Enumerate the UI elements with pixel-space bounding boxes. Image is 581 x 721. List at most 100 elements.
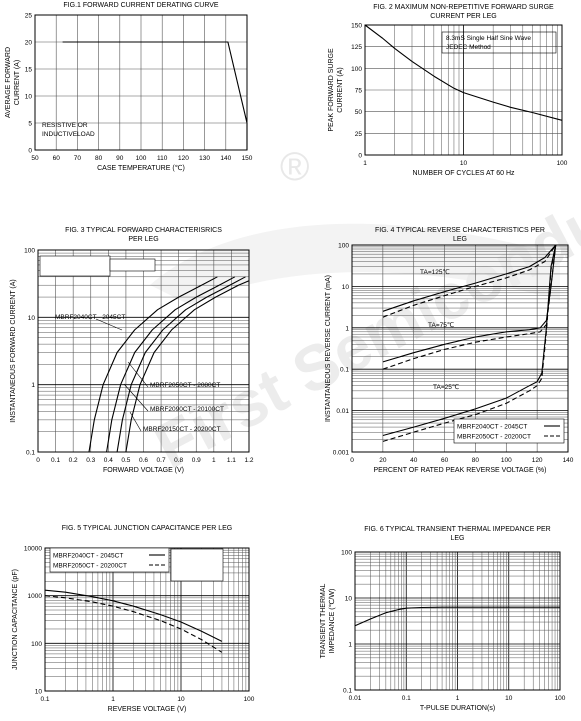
x-tick-label: 60 <box>441 457 449 464</box>
x-tick-label: 1 <box>212 457 216 464</box>
annotation-text: 8.3mS Single Half Sine Wave <box>446 35 531 42</box>
series-line <box>116 276 246 453</box>
x-tick-label: 140 <box>563 457 574 464</box>
y-tick-label: 100 <box>31 641 42 648</box>
x-tick-label: 0.8 <box>174 457 183 464</box>
x-tick-label: 0.01 <box>349 695 362 702</box>
annotation-pointer <box>127 361 149 388</box>
y-axis-label: JUNCTION CAPACITANCE (pF) <box>12 569 19 670</box>
chart-figure-1: 50 60 70 80 90 100 110 120 130 140 150 0 5 10 15 20 25 FI… <box>5 2 253 172</box>
y-tick-label: 50 <box>355 109 363 116</box>
chart-grid <box>355 552 560 690</box>
chart-grid <box>35 15 247 150</box>
y-tick-label: 25 <box>355 131 363 138</box>
annotation-text: RESISTIVE OR <box>42 122 88 129</box>
y-tick-label: 5 <box>28 121 32 128</box>
x-tick-label: 0.7 <box>157 457 166 464</box>
x-tick-label: 40 <box>410 457 418 464</box>
y-tick-label: 125 <box>351 44 362 51</box>
chart-annotations: TA=25℃f=1.0MHzVsig=50mVp-p <box>170 548 224 582</box>
plot-frame <box>364 24 563 156</box>
y-axis-label: CURRENT (A) <box>337 67 344 112</box>
chart-annotations: Pulse Width=300uS1% Duty CycleTA=25℃MBRF… <box>39 255 224 433</box>
x-axis-label: REVERSE VOLTAGE (V) <box>108 706 187 713</box>
chart-title: FIG.1 FORWARD CURRENT DERATING CURVE <box>63 2 219 9</box>
y-tick-label: 10 <box>35 689 43 696</box>
x-tick-label: 10 <box>177 696 185 703</box>
y-tick-label: 10 <box>28 315 36 322</box>
y-tick-label: 100 <box>24 248 35 255</box>
y-tick-label: 0.1 <box>26 450 35 457</box>
x-tick-label: 1 <box>363 160 367 167</box>
y-tick-label: 1 <box>31 382 35 389</box>
x-tick-label: 80 <box>95 155 103 162</box>
y-tick-label: 10 <box>345 596 353 603</box>
annotation-text: INDUCTIVELOAD <box>42 131 95 138</box>
legend-label: MBRF2040CT - 2045CT <box>457 424 527 431</box>
chart-figure-5: 0.1 1 10 100 10 100 1000 10000 FIG. 5 TYPICAL JU… <box>12 525 255 713</box>
series-line <box>106 276 236 453</box>
x-tick-label: 1.1 <box>227 457 236 464</box>
x-tick-label: 1.2 <box>244 457 253 464</box>
plot-frame <box>34 14 248 151</box>
plot-frame <box>37 249 250 453</box>
y-tick-label: 0 <box>358 153 362 160</box>
y-tick-label: 1 <box>345 325 349 332</box>
chart-grid <box>365 25 562 155</box>
y-axis-label: INSTANTANEOUS REVERSE CURRENT (mA) <box>325 275 332 422</box>
y-tick-label: 0 <box>28 148 32 155</box>
annotation-pointer <box>129 411 142 432</box>
series-line <box>382 244 557 442</box>
annotation-text: MBRF2040CT - 2045CT <box>55 314 125 321</box>
y-axis-label: PEAK FORWARD SURGE <box>328 48 335 132</box>
annotation-text: TA=75℃ <box>428 321 454 329</box>
x-tick-label: 90 <box>116 155 124 162</box>
x-tick-label: 0.1 <box>40 696 49 703</box>
annotation-box <box>109 258 156 272</box>
y-tick-label: 100 <box>351 66 362 73</box>
series-line <box>44 595 223 653</box>
legend-box <box>49 547 170 573</box>
series-line <box>364 24 563 121</box>
x-tick-label: 0.5 <box>121 457 130 464</box>
y-tick-label: 75 <box>355 88 363 95</box>
x-axis-label: FORWARD VOLTAGE (V) <box>103 467 184 474</box>
annotation-box <box>39 255 111 277</box>
y-axis-label: IMPEDANCE (℃/W) <box>329 589 336 654</box>
chart-grid <box>352 245 568 452</box>
y-tick-label: 100 <box>341 550 352 557</box>
annotation-text: MBRF2090CT - 20100CT <box>150 406 224 413</box>
x-axis-label: T-PULSE DURATION(s) <box>420 705 495 712</box>
chart-title: LEG <box>453 236 467 243</box>
chart-title: FIG. 4 TYPICAL REVERSE CHARACTERISTICS P… <box>375 227 545 234</box>
chart-legend: MBRF2040CT - 2045CT MBRF2050CT - 20200CT <box>49 547 170 573</box>
x-axis-label: PERCENT OF RATED PEAK REVERSE VOLTAGE (%… <box>374 467 547 474</box>
x-tick-label: 100 <box>244 696 255 703</box>
x-tick-label: 100 <box>501 457 512 464</box>
x-tick-label: 100 <box>555 695 566 702</box>
legend-label: MBRF2050CT - 20200CT <box>53 563 127 570</box>
series-line <box>44 589 223 642</box>
chart-annotations: RESISTIVE OR INDUCTIVELOAD <box>42 122 95 138</box>
series-line <box>382 244 557 318</box>
x-tick-label: 100 <box>557 160 568 167</box>
series-line <box>62 41 248 150</box>
y-tick-label: 10000 <box>24 546 42 553</box>
chart-title: CURRENT PER LEG <box>430 13 496 20</box>
x-tick-label: 130 <box>199 155 210 162</box>
annotation-box <box>441 31 557 54</box>
chart-figure-3: 0 0.1 0.2 0.3 0.4 0.5 0.6 0.7 0.8 0.9 1 1.1 1.20.111… <box>10 227 254 474</box>
x-tick-label: 150 <box>242 155 253 162</box>
annotation-text: TA=25℃ <box>433 383 459 391</box>
chart-area: 50 60 70 80 90 100 110 120 130 140 1500510152025FI… <box>5 2 574 713</box>
x-tick-label: 0.4 <box>104 457 113 464</box>
chart-title: FIG. 6 TYPICAL TRANSIENT THERMAL IMPEDAN… <box>364 526 550 533</box>
y-tick-label: 100 <box>338 243 349 250</box>
watermark-registered-mark: ® <box>280 145 309 189</box>
y-tick-label: 25 <box>25 13 33 20</box>
chart-title: FIG. 2 MAXIMUM NON-REPETITIVE FORWARD SU… <box>373 4 554 11</box>
x-tick-label: 80 <box>472 457 480 464</box>
chart-title: FIG. 5 TYPICAL JUNCTION CAPACITANCE PER … <box>62 525 233 532</box>
series-line <box>382 244 557 370</box>
